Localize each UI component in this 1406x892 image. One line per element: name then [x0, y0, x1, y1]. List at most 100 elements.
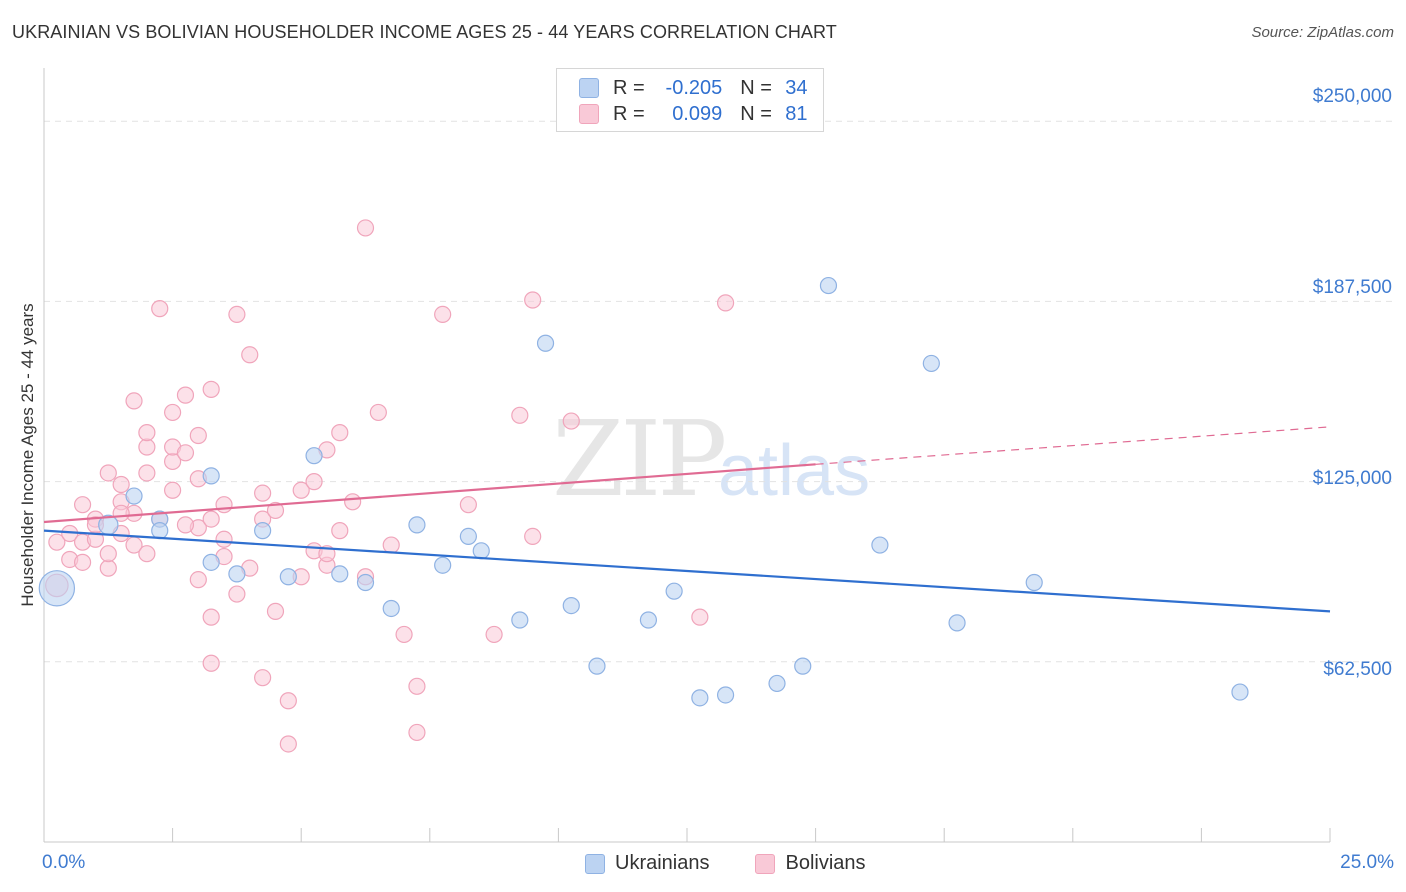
point-ukrainians: [408, 516, 426, 534]
legend-row-ukrainians: R = -0.205 N = 34: [579, 76, 808, 100]
point-ukrainians: [434, 556, 452, 574]
y-tick-label-62500: $62,500: [1323, 659, 1392, 680]
point-bolivians: [524, 291, 542, 309]
point-bolivians: [112, 475, 130, 494]
point-bolivians: [164, 481, 182, 499]
point-bolivians: [279, 692, 297, 710]
point-ukrainians: [588, 657, 606, 675]
point-bolivians: [202, 608, 220, 626]
legend-n-label: N =: [740, 76, 772, 99]
point-bolivians: [202, 380, 220, 398]
point-bolivians: [369, 403, 387, 422]
point-bolivians: [215, 530, 233, 548]
point-bolivians: [151, 300, 169, 318]
trend-line-ukrainians: [43, 529, 1331, 613]
point-bolivians: [202, 654, 220, 672]
point-bolivians: [485, 625, 503, 644]
chart-source: Source: ZipAtlas.com: [1251, 24, 1394, 41]
point-ukrainians: [356, 573, 375, 592]
point-bolivians: [215, 496, 233, 514]
point-bolivians: [408, 677, 426, 695]
point-ukrainians: [228, 565, 246, 583]
y-axis-label: Householder Income Ages 25 - 44 years: [18, 303, 37, 607]
legend-n-label: N =: [740, 102, 772, 125]
legend-r-value-ukrainians: -0.205: [665, 76, 723, 99]
point-ukrainians: [691, 689, 709, 707]
point-ukrainians: [472, 542, 490, 560]
point-bolivians: [331, 522, 349, 540]
point-bolivians: [228, 585, 246, 603]
y-tick-label-125000: $125,000: [1312, 468, 1392, 489]
series-legend-label-bolivians: Bolivians: [785, 852, 866, 874]
point-bolivians: [241, 346, 259, 364]
point-ukrainians: [536, 334, 555, 352]
point-bolivians: [73, 553, 92, 571]
point-ukrainians: [38, 570, 76, 607]
point-bolivians: [99, 464, 117, 482]
trend-line-bolivians: [43, 463, 816, 524]
point-bolivians: [691, 608, 709, 626]
point-bolivians: [279, 735, 297, 753]
legend-r-value-bolivians: 0.099: [672, 102, 723, 125]
point-ukrainians: [665, 582, 683, 600]
legend-row-bolivians: R = 0.099 N = 81: [579, 102, 808, 126]
point-bolivians: [99, 545, 117, 563]
point-ukrainians: [202, 467, 220, 485]
point-bolivians: [228, 305, 246, 324]
legend-swatch-bolivians: [579, 104, 599, 124]
y-tick-label-250000: $250,000: [1312, 86, 1392, 107]
point-bolivians: [176, 516, 195, 534]
point-ukrainians: [382, 599, 400, 618]
series-legend-swatch-bolivians: [755, 853, 776, 874]
point-bolivians: [176, 386, 195, 404]
x-tick-label-min: 0.0%: [42, 852, 86, 873]
watermark-atlas: atlas: [718, 431, 871, 511]
point-ukrainians: [254, 522, 272, 540]
point-bolivians: [202, 510, 220, 528]
point-bolivians: [48, 533, 66, 551]
point-bolivians: [408, 723, 426, 742]
point-ukrainians: [125, 487, 143, 505]
point-ukrainians: [716, 686, 735, 704]
point-ukrainians: [202, 553, 220, 571]
point-bolivians: [125, 392, 143, 410]
point-bolivians: [511, 406, 529, 424]
point-ukrainians: [871, 536, 889, 554]
chart-title: UKRAINIAN VS BOLIVIAN HOUSEHOLDER INCOME…: [12, 22, 837, 42]
point-bolivians: [138, 424, 156, 442]
point-bolivians: [99, 559, 117, 577]
point-bolivians: [138, 545, 156, 563]
point-ukrainians: [1025, 573, 1043, 592]
point-ukrainians: [331, 565, 349, 583]
point-ukrainians: [794, 657, 812, 675]
point-bolivians: [292, 481, 310, 499]
point-bolivians: [459, 496, 477, 514]
point-ukrainians: [768, 674, 786, 693]
point-bolivians: [164, 403, 182, 422]
point-bolivians: [254, 669, 272, 687]
series-legend-swatch-ukrainians: [585, 853, 605, 874]
legend-n-value-bolivians: 81: [785, 102, 808, 125]
legend-n-value-ukrainians: 34: [785, 76, 808, 99]
point-bolivians: [73, 496, 92, 514]
point-ukrainians: [151, 522, 169, 540]
point-bolivians: [176, 444, 195, 462]
legend-r-label: R =: [613, 76, 645, 99]
point-bolivians: [189, 426, 207, 445]
series-legend: Ukrainians Bolivians: [585, 852, 866, 875]
point-bolivians: [254, 484, 272, 502]
point-bolivians: [395, 625, 413, 644]
point-bolivians: [266, 501, 285, 520]
stats-legend: R = -0.205 N = 34 R = 0.099 N = 81: [556, 68, 824, 132]
point-bolivians: [382, 536, 400, 554]
point-ukrainians: [922, 354, 940, 373]
point-bolivians: [562, 412, 580, 430]
trend-line-bolivians-extension: [815, 426, 1331, 465]
x-tick-label-max: 25.0%: [1340, 852, 1394, 873]
point-bolivians: [524, 527, 542, 546]
point-ukrainians: [279, 568, 297, 586]
point-bolivians: [716, 294, 735, 312]
y-tick-label-187500: $187,500: [1312, 277, 1392, 298]
legend-swatch-ukrainians: [579, 78, 599, 98]
point-ukrainians: [305, 447, 323, 465]
